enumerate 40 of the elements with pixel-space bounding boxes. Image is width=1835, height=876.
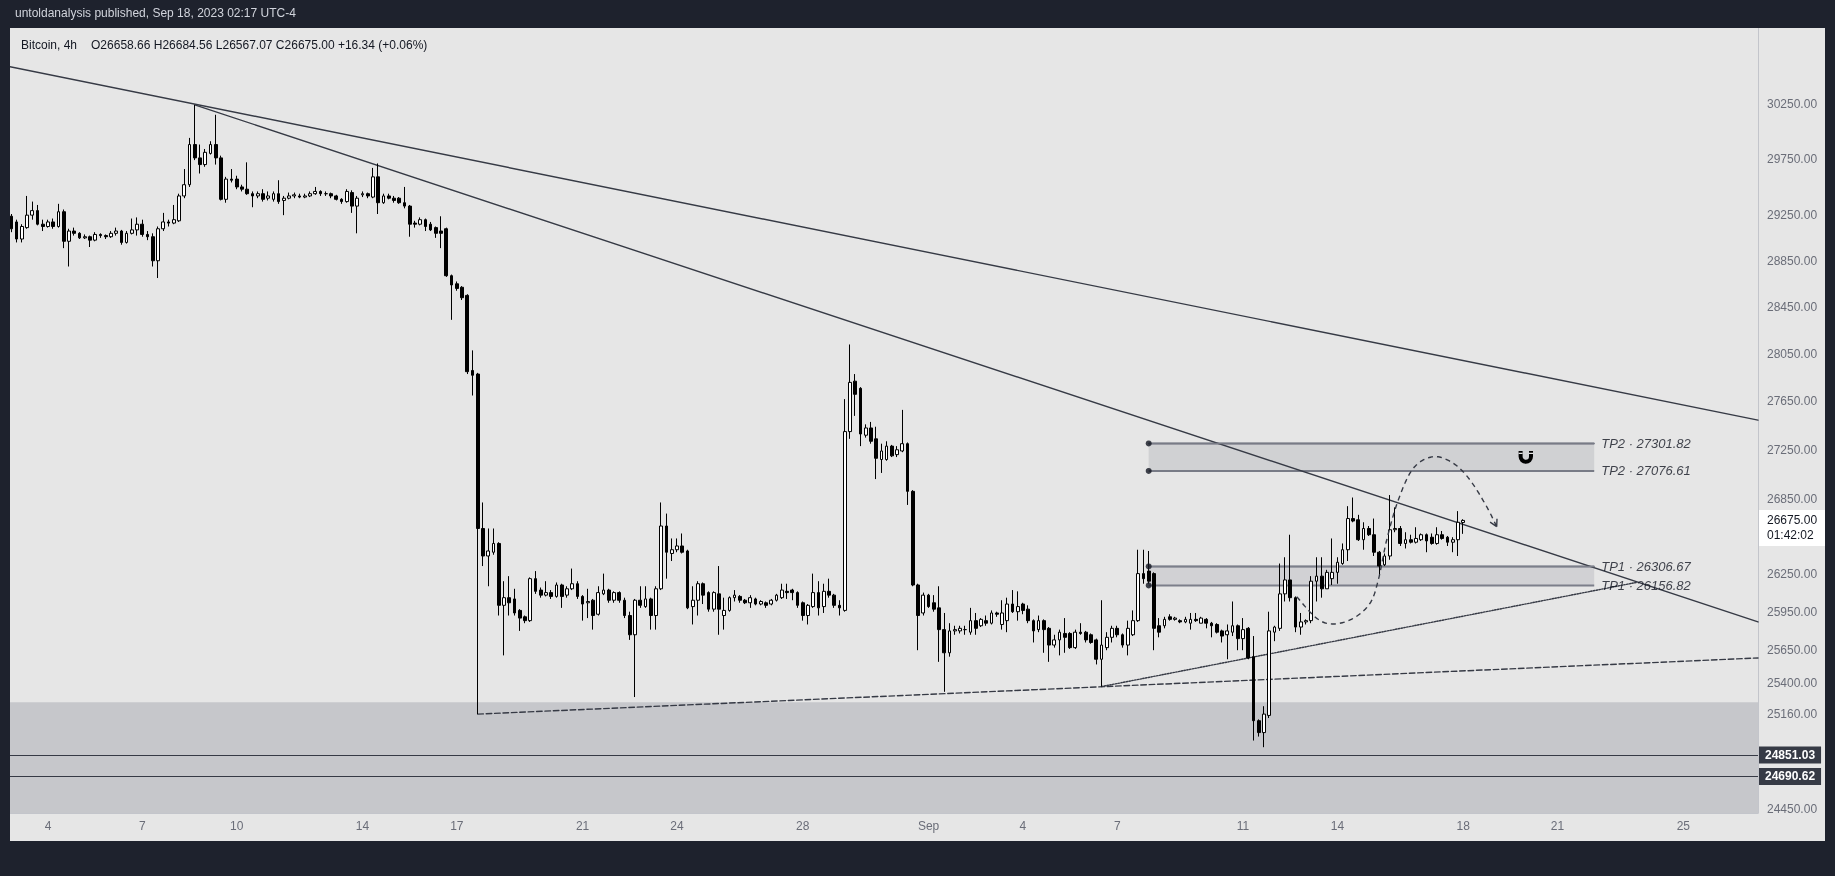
x-tick-label: 21 [575, 819, 590, 833]
x-tick-label: Sep [917, 819, 940, 833]
x-tick-label: 17 [450, 819, 464, 833]
y-tick-label: 25950.00 [1767, 604, 1818, 619]
x-tick-label: 14 [1330, 819, 1345, 833]
x-tick-label: 7 [139, 819, 146, 833]
x-tick-label: 14 [355, 819, 370, 833]
annotation: TP2 · 27301.82 [1601, 435, 1692, 451]
x-tick-label: 21 [1550, 819, 1565, 833]
annotation: TP1 · 26306.67 [1601, 558, 1692, 574]
text: 26675.00 01:42:02 [1767, 513, 1818, 543]
y-tick-label: 29250.00 [1767, 208, 1818, 223]
y-tick-label: 27650.00 [1767, 394, 1818, 409]
x-tick-label: 7 [1113, 819, 1121, 833]
y-tick-label: 28050.00 [1767, 346, 1818, 361]
x-tick-label: 24 [670, 819, 684, 833]
x-tick-label: 11 [1236, 819, 1250, 833]
ref-line-label: 24690.62 [1765, 769, 1816, 784]
text: Bitcoin, 4h [21, 38, 78, 52]
x-tick-label: 4 [44, 819, 52, 833]
y-tick-label: 24450.00 [1767, 801, 1818, 816]
y-tick-label: 29750.00 [1767, 151, 1818, 166]
y-tick-label: 28850.00 [1767, 253, 1818, 268]
x-tick-label: 10 [230, 819, 244, 833]
x-tick-label: 28 [796, 819, 810, 833]
y-tick-label: 26850.00 [1767, 491, 1818, 506]
y-tick-label: 27250.00 [1767, 442, 1818, 457]
text: untoldanalysis published, Sep 18, 2023 02:17 UTC-4 [15, 6, 296, 21]
y-tick-label: 28450.00 [1767, 300, 1818, 315]
ref-line-label: 24851.03 [1765, 748, 1816, 763]
y-tick-label: 25650.00 [1767, 643, 1818, 658]
y-tick-label: 30250.00 [1767, 96, 1818, 111]
text: O26658.66 H26684.56 L26567.07 C26675.00 +16.34 (+0.06%) [91, 38, 428, 52]
y-tick-label: 25400.00 [1767, 675, 1818, 690]
x-tick-label: 4 [1019, 819, 1027, 833]
y-tick-label: 26250.00 [1767, 566, 1818, 581]
x-tick-label: 18 [1456, 819, 1471, 833]
x-tick-label: 25 [1676, 819, 1691, 833]
y-tick-label: 25160.00 [1767, 707, 1818, 722]
annotation: TP2 · 27076.61 [1601, 463, 1691, 479]
